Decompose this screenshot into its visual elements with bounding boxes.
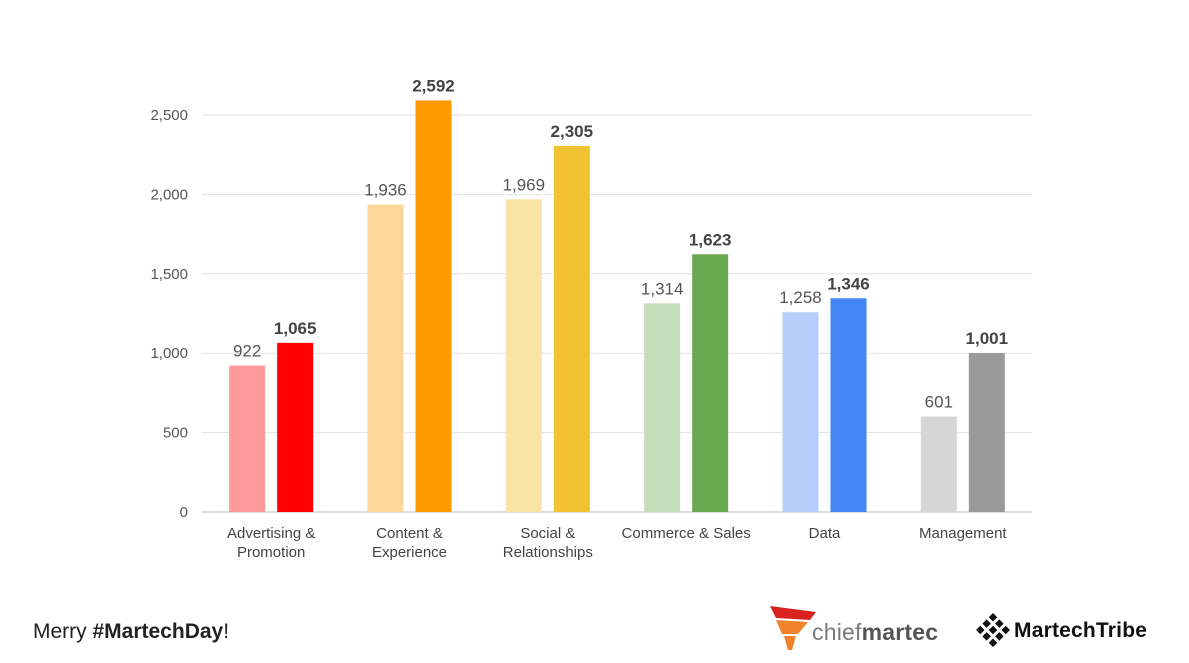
data-label: 922 (233, 342, 261, 361)
category-label: Management (919, 525, 1007, 542)
y-tick-label: 500 (163, 425, 188, 442)
y-tick-label: 1,500 (150, 266, 188, 283)
bar (229, 365, 266, 512)
bar (782, 312, 819, 512)
footer-greeting: Merry #MartechDay! (33, 620, 229, 644)
category-label: Content & (376, 525, 443, 542)
y-tick-label: 2,500 (150, 107, 188, 124)
gridlines (202, 114, 1032, 513)
bar (277, 342, 314, 512)
data-label: 1,346 (827, 274, 870, 293)
bar (920, 416, 957, 512)
data-label: 1,065 (274, 319, 317, 338)
category-label: Social & (520, 525, 575, 542)
data-label: 2,592 (412, 76, 455, 95)
data-label: 1,001 (966, 329, 1009, 348)
data-label: 1,258 (779, 288, 822, 307)
data-label: 1,969 (503, 175, 546, 194)
data-label: 1,314 (641, 279, 684, 298)
bar (367, 204, 404, 512)
data-label: 1,936 (364, 181, 407, 200)
category-label: Experience (372, 544, 447, 561)
martechtribe-logo: MartechTribe (975, 610, 1175, 650)
category-label: Advertising & (227, 525, 315, 542)
chiefmartec-wordmark: chiefmartec (812, 619, 938, 646)
data-labels: 922 1,065 1,936 2,592 1,969 2,305 1,314 1,623 1,… (233, 76, 1008, 411)
x-axis-categories: Advertising & Promotion Content & Experienc… (227, 525, 1007, 561)
chiefmartec-part1: chief (812, 619, 862, 645)
category-label: Data (809, 525, 841, 542)
bar (830, 298, 867, 512)
bar (644, 303, 681, 512)
bar (505, 199, 542, 512)
martechtribe-wordmark: MartechTribe (1014, 619, 1148, 642)
footer-hashtag: #MartechDay (92, 620, 224, 643)
bars (229, 100, 1005, 513)
bar (692, 254, 729, 513)
y-tick-label: 2,000 (150, 186, 188, 203)
data-label: 601 (925, 393, 953, 412)
chiefmartec-logo: chiefmartec (768, 604, 958, 654)
chiefmartec-part2: martec (861, 619, 939, 645)
bar (415, 100, 452, 512)
category-label: Promotion (237, 544, 305, 561)
y-tick-label: 1,000 (150, 345, 188, 362)
category-label: Relationships (503, 544, 593, 561)
data-label: 1,623 (689, 230, 732, 249)
footer-suffix: ! (223, 620, 230, 643)
bar (968, 353, 1005, 512)
footer-prefix: Merry (33, 620, 93, 643)
chiefmartec-funnel-icon (770, 606, 816, 650)
diamond-grid-icon (976, 613, 1010, 647)
bar (553, 145, 590, 512)
data-label: 2,305 (551, 122, 594, 141)
y-tick-label: 0 (180, 504, 188, 521)
y-axis-ticks: 0 500 1,000 1,500 2,000 2,500 (150, 107, 188, 521)
category-label: Commerce & Sales (622, 525, 751, 542)
bar-chart: 0 500 1,000 1,500 2,000 2,500 922 1,065 1,936 2,… (150, 76, 1032, 561)
